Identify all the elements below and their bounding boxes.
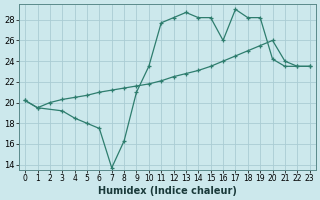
X-axis label: Humidex (Indice chaleur): Humidex (Indice chaleur) xyxy=(98,186,237,196)
